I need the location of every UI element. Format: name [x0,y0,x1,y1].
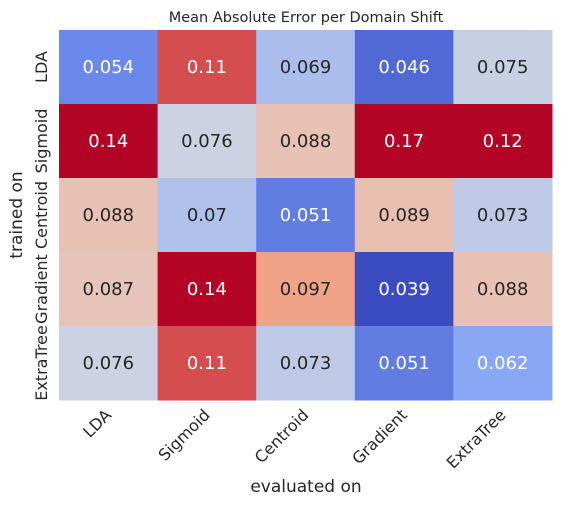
x-tick-label-3: Gradient [348,405,411,468]
cell-value-label-2-3: 0.089 [378,205,430,226]
heatmap-cell-3-2 [256,252,356,327]
cell-value-label-3-1: 0.14 [187,279,227,300]
cell-value-label-0-4: 0.075 [477,57,529,78]
heatmap-cell-1-0 [59,104,159,179]
cell-value-label-1-4: 0.12 [483,131,523,152]
heatmap-cell-2-1 [157,178,257,253]
cell-value-label-0-1: 0.11 [187,57,227,78]
heatmap-cells: 0.054 0.11 0.069 0.046 0.075 0.14 0.076 0.088 0.… [59,30,553,401]
heatmap-cell-2-0 [59,178,159,253]
heatmap-cell-0-3 [354,30,454,105]
x-tick-label-4: ExtraTree [443,405,510,472]
y-axis-label: trained on [7,171,27,258]
y-tick-label-1: Sigmoid [32,109,51,174]
cell-value-label-4-4: 0.062 [477,353,529,374]
cell-value-label-3-3: 0.039 [378,279,430,300]
cell-value-label-3-2: 0.097 [280,279,332,300]
cell-value-label-2-4: 0.073 [477,205,529,226]
cell-value-label-1-2: 0.088 [280,131,332,152]
chart-title: Mean Absolute Error per Domain Shift [169,10,444,26]
y-tick-label-4: ExtraTree [32,325,51,401]
cell-value-label-0-3: 0.046 [378,57,430,78]
x-axis-label: evaluated on [250,477,361,497]
cell-value-label-3-0: 0.087 [83,279,135,300]
heatmap-cell-2-4 [453,178,553,253]
cell-value-label-0-2: 0.069 [280,57,332,78]
x-tick-label-2: Centroid [251,405,313,467]
cell-value-label-4-1: 0.11 [187,353,227,374]
heatmap-cell-0-0 [59,30,159,105]
cell-value-label-3-4: 0.088 [477,279,529,300]
cell-value-label-4-3: 0.051 [378,353,430,374]
x-tick-label-1: Sigmoid [155,405,214,464]
heatmap-cell-3-4 [453,252,553,327]
heatmap-cell-1-1 [157,104,257,179]
heatmap-cell-4-0 [59,326,159,401]
cell-value-label-1-1: 0.076 [181,131,233,152]
heatmap-cell-3-3 [354,252,454,327]
heatmap-cell-1-3 [354,104,454,179]
heatmap-cell-4-2 [256,326,356,401]
cell-value-label-1-0: 0.14 [88,131,128,152]
heatmap-cell-0-1 [157,30,257,105]
cell-value-label-4-0: 0.076 [83,353,135,374]
heatmap-cell-2-2 [256,178,356,253]
heatmap-cell-4-1 [157,326,257,401]
heatmap-cell-3-1 [157,252,257,327]
heatmap-cell-3-0 [59,252,159,327]
x-tick-labels: LDA Sigmoid Centroid Gradient ExtraTree [79,405,509,472]
cell-value-label-2-2: 0.051 [280,205,332,226]
heatmap-cell-1-4 [453,104,553,179]
heatmap-cell-2-3 [354,178,454,253]
cell-value-label-2-1: 0.07 [187,205,227,226]
y-tick-label-2: Centroid [32,181,51,249]
cell-value-label-0-0: 0.054 [83,57,135,78]
heatmap-cell-4-4 [453,326,553,401]
cell-value-label-2-0: 0.088 [83,205,135,226]
heatmap-cell-0-2 [256,30,356,105]
x-tick-label-0: LDA [79,405,115,441]
y-tick-label-0: LDA [32,51,51,83]
cell-value-label-4-2: 0.073 [280,353,332,374]
y-tick-label-3: Gradient [32,254,51,324]
heatmap-cell-4-3 [354,326,454,401]
heatmap-cell-1-2 [256,104,356,179]
cell-value-label-1-3: 0.17 [384,131,424,152]
heatmap-cell-0-4 [453,30,553,105]
